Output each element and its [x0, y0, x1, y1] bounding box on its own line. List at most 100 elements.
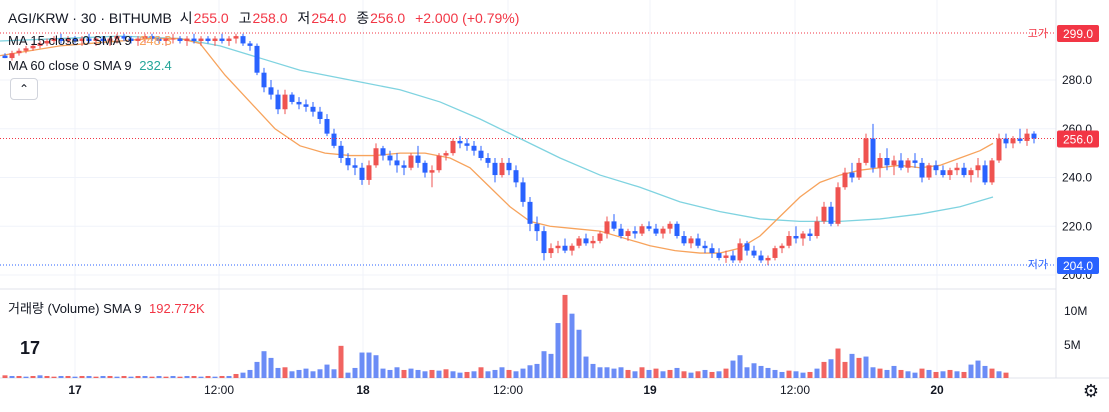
candle-body: [352, 165, 358, 168]
candle-body: [296, 101, 302, 105]
volume-bar: [114, 376, 120, 378]
volume-bar: [793, 371, 799, 378]
candle-body: [632, 231, 638, 234]
volume-bar: [121, 375, 127, 378]
volume-bar: [331, 369, 337, 378]
candle-body: [793, 236, 799, 239]
open-label: 시: [179, 10, 193, 26]
candle-body: [37, 43, 43, 46]
volume-label[interactable]: 거래량 (Volume) SMA 9: [8, 301, 142, 316]
volume-bar: [128, 376, 134, 378]
volume-bar: [359, 352, 365, 378]
candle-body: [597, 233, 603, 241]
time-axis: 17 12:00 18 12:00 19 12:00 20: [68, 383, 944, 397]
close-label: 종: [356, 10, 370, 26]
chevron-up-icon: ⌃: [18, 82, 30, 96]
candle-body: [16, 50, 22, 54]
candle-body: [541, 231, 547, 254]
candle-body: [338, 145, 344, 158]
candle-body: [583, 238, 589, 244]
volume-bar: [877, 368, 883, 378]
volume-bar: [58, 375, 64, 378]
volume-bar: [646, 369, 652, 378]
volume-bar: [240, 372, 246, 378]
volume-bar: [429, 369, 435, 378]
ma15-label[interactable]: MA 15 close 0 SMA 9: [8, 33, 132, 48]
volume-bar: [492, 369, 498, 378]
price-tick-label: 240.0: [1062, 171, 1092, 185]
volume-bar: [779, 371, 785, 378]
ma60-legend[interactable]: MA 60 close 0 SMA 9 232.4: [8, 58, 176, 73]
candle-body: [184, 38, 190, 41]
candle-body: [44, 41, 50, 44]
volume-axis: 10M 5M: [1064, 304, 1087, 352]
volume-bar: [268, 357, 274, 378]
volume-bar: [786, 370, 792, 378]
volume-bar: [506, 369, 512, 378]
volume-bar: [345, 372, 351, 378]
candle-body: [737, 243, 743, 261]
volume-bar: [653, 368, 659, 378]
volume-bar: [772, 369, 778, 378]
volume-bar: [891, 365, 897, 378]
volume-tick-label: 10M: [1064, 304, 1087, 318]
volume-bar: [254, 361, 260, 378]
candle-body: [975, 165, 981, 171]
tradingview-logo-icon[interactable]: 17: [12, 334, 48, 362]
candle-body: [947, 170, 953, 176]
volume-bar: [751, 363, 757, 378]
candle-body: [863, 138, 869, 163]
volume-bar: [940, 371, 946, 378]
high-value: 258.0: [252, 10, 288, 26]
volume-bar: [380, 368, 386, 378]
candle-body: [611, 221, 617, 229]
symbol-name[interactable]: AGI/KRW · 30 · BITHUMB: [8, 10, 172, 26]
candle-body: [422, 162, 428, 173]
gear-icon[interactable]: ⚙: [1082, 381, 1100, 401]
collapse-legend-button[interactable]: ⌃: [10, 78, 38, 100]
candle-body: [618, 228, 624, 236]
candle-body: [261, 72, 267, 88]
volume-bar: [527, 365, 533, 378]
volume-bar: [898, 369, 904, 378]
candle-body: [198, 38, 204, 41]
volume-bar: [562, 294, 568, 378]
candle-body: [968, 170, 974, 176]
volume-bar: [821, 361, 827, 378]
candle-body: [499, 162, 505, 176]
ma15-legend[interactable]: MA 15 close 0 SMA 9 248.3: [8, 33, 176, 48]
candle-body: [485, 158, 491, 163]
candle-body: [730, 255, 736, 261]
volume-bar: [968, 364, 974, 378]
candle-body: [982, 165, 988, 183]
volume-bar: [660, 371, 666, 378]
volume-bar: [870, 367, 876, 378]
volume-bar: [856, 357, 862, 378]
candle-body: [723, 255, 729, 258]
candle-body: [114, 36, 120, 39]
volume-legend[interactable]: 거래량 (Volume) SMA 9 192.772K: [8, 298, 209, 317]
candle-body: [30, 45, 36, 49]
candle-body: [891, 160, 897, 166]
volume-bars: [2, 294, 1009, 378]
price-tick-label: 280.0: [1062, 73, 1092, 87]
volume-bar: [198, 376, 204, 378]
candle-body: [282, 94, 288, 110]
volume-bar: [541, 351, 547, 378]
candle-body: [359, 167, 365, 180]
candle-body: [408, 155, 414, 168]
volume-bar: [289, 371, 295, 378]
last-price-badge: [1057, 130, 1099, 148]
candle-body: [457, 140, 463, 144]
candle-body: [2, 55, 8, 59]
volume-bar: [737, 355, 743, 378]
time-tick-label: 12:00: [780, 383, 810, 397]
candle-body: [751, 250, 757, 256]
volume-bar: [51, 376, 57, 378]
candle-body: [226, 38, 232, 41]
symbol-legend[interactable]: AGI/KRW · 30 · BITHUMB 시255.0 고258.0 저25…: [8, 8, 525, 28]
ma60-label[interactable]: MA 60 close 0 SMA 9: [8, 58, 132, 73]
chart-grid: [0, 0, 1056, 378]
volume-bar: [723, 368, 729, 378]
